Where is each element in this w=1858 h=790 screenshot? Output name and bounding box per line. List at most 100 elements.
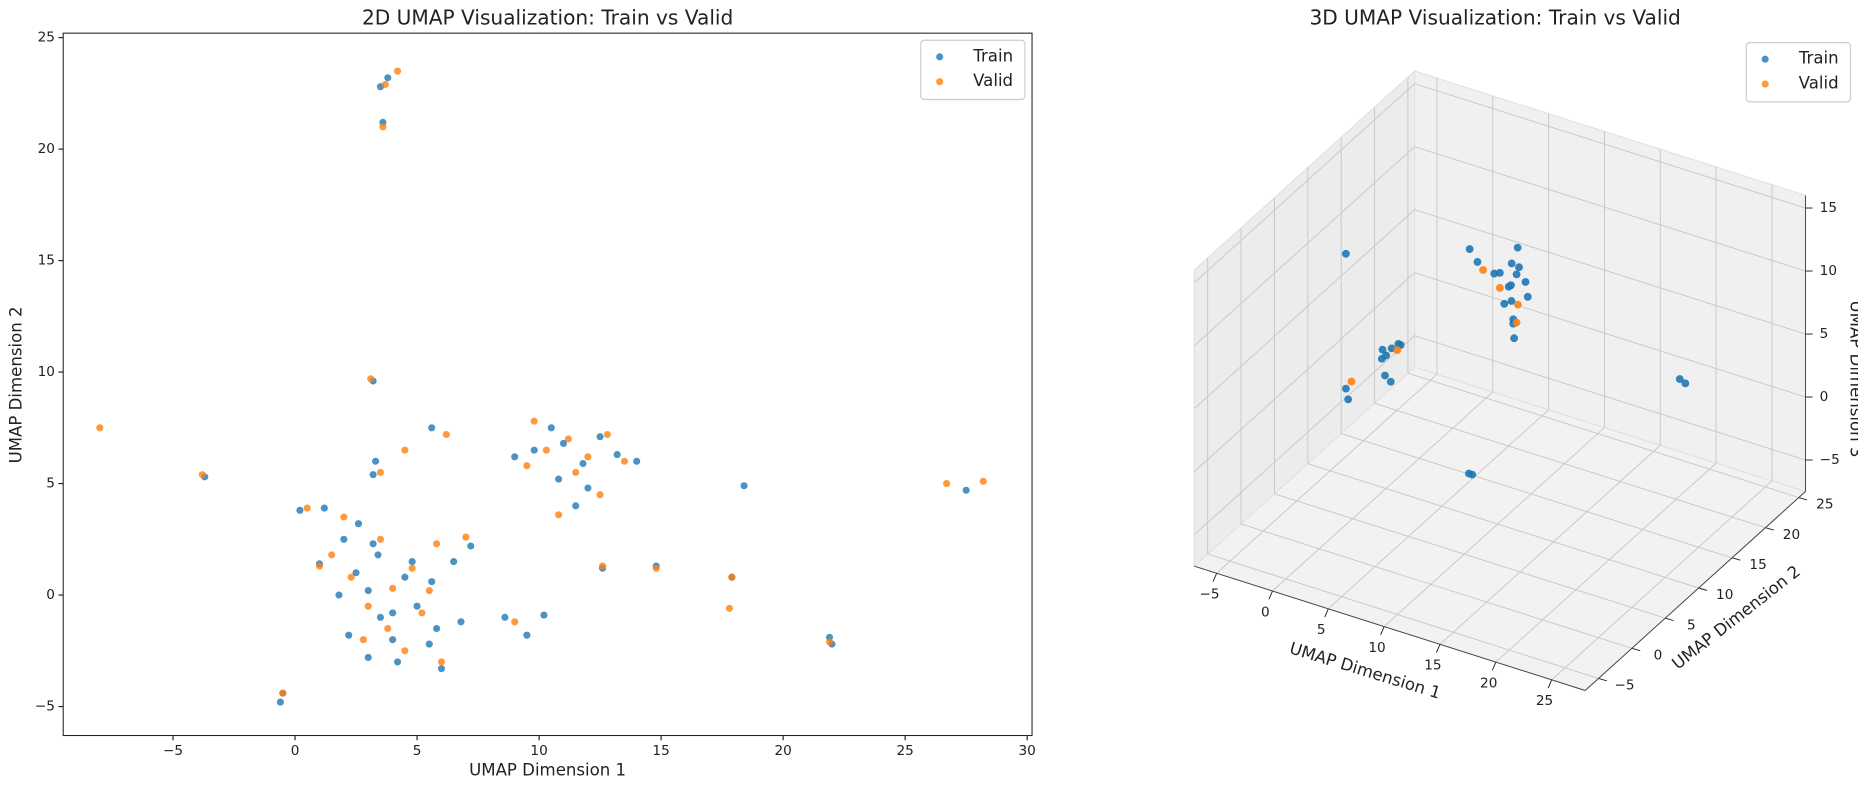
scatter-point <box>598 562 607 570</box>
plot-area <box>62 32 1033 737</box>
x-tick-label: 25 <box>1536 693 1553 709</box>
scatter-point <box>393 67 402 75</box>
chart-title-3d: 3D UMAP Visualization: Train vs Valid <box>1309 5 1680 29</box>
x-tick-label: 30 <box>1018 743 1035 759</box>
scatter-point <box>428 424 436 432</box>
grid-line <box>1414 335 1806 461</box>
scatter-point <box>425 640 433 648</box>
y-tick-label: 25 <box>38 30 55 46</box>
scatter-point <box>384 74 392 82</box>
scatter-point <box>389 584 397 592</box>
grid-line <box>1193 146 1415 346</box>
scatter-point <box>1490 269 1499 278</box>
scatter-point <box>596 491 604 499</box>
scatter-point <box>1393 346 1402 355</box>
scatter-point <box>740 482 748 490</box>
y-tick-label: 10 <box>38 364 55 380</box>
scatter-point <box>584 484 592 492</box>
grid-line <box>1414 83 1806 209</box>
scatter-point <box>320 504 328 512</box>
grid-line <box>1193 335 1415 535</box>
grid-line <box>1341 433 1733 559</box>
scatter-point <box>408 564 416 572</box>
scatter-point <box>372 457 380 465</box>
scatter-point <box>579 459 587 468</box>
y-axis-line <box>1584 491 1806 691</box>
scatter-point <box>418 609 426 617</box>
scatter-point <box>555 475 563 483</box>
scatter-point <box>511 618 519 626</box>
scatter-point <box>1381 371 1389 380</box>
scatter-point <box>540 611 548 619</box>
scatter-point <box>328 551 336 559</box>
grid-line <box>1495 462 1717 663</box>
y-tick-label: 20 <box>38 141 55 157</box>
grid-line <box>1216 373 1438 574</box>
scatter-point <box>1342 249 1350 258</box>
x-tick <box>1380 626 1385 636</box>
scatter-point <box>296 506 304 514</box>
z-tick-label: −5 <box>1820 452 1840 468</box>
scatter-point <box>1675 375 1684 383</box>
y-tick-label: 5 <box>46 476 55 492</box>
scatter-point <box>315 562 323 570</box>
scatter-point <box>943 480 951 488</box>
legend-box <box>1745 42 1852 103</box>
x-tick <box>1324 608 1329 618</box>
scatter-point <box>96 424 104 432</box>
y-tick-label: 20 <box>1783 527 1800 543</box>
y-axis-label: UMAP Dimension 2 <box>7 306 26 463</box>
scatter-point <box>279 689 287 697</box>
scatter-point <box>1465 245 1474 253</box>
legend-label: Train <box>1798 49 1839 68</box>
scatter-point <box>633 457 641 465</box>
scatter-point <box>1512 270 1521 279</box>
scatter-point <box>354 520 363 528</box>
x-axis-label-3d: UMAP Dimension 1 <box>1287 639 1443 703</box>
grid-line <box>1274 493 1666 619</box>
grid-line <box>1193 83 1415 283</box>
scatter-point <box>374 551 382 559</box>
x-tick-label: 0 <box>291 743 300 759</box>
scatter-point <box>1479 266 1487 274</box>
x-tick <box>1212 573 1218 582</box>
scatter-point <box>1515 263 1523 272</box>
scatter-point <box>1504 282 1513 291</box>
scatter-point <box>340 513 348 521</box>
scatter-point <box>425 587 433 595</box>
scatter-point <box>603 430 611 439</box>
scatter-point <box>352 569 360 577</box>
scatter-point <box>457 618 465 626</box>
scatter-point <box>555 511 563 519</box>
z-tick-label: 10 <box>1820 263 1837 279</box>
scatter-point <box>542 446 550 454</box>
grid-line <box>1439 444 1661 645</box>
scatter-point <box>381 80 389 88</box>
scatter-point <box>1507 259 1516 268</box>
legend-label: Valid <box>973 71 1013 90</box>
grid-line <box>1414 272 1806 398</box>
scatter-point <box>359 636 367 644</box>
scatter-point <box>376 535 385 543</box>
scatter-point <box>379 123 387 131</box>
scatter-point <box>450 558 458 566</box>
scatter-point <box>347 573 355 581</box>
scatter-point <box>369 540 377 548</box>
scatter-point <box>389 609 397 617</box>
scatter-point <box>364 653 372 662</box>
scatter-point <box>825 638 834 646</box>
scatter-point <box>1681 379 1690 388</box>
z-tick-label: 0 <box>1820 389 1829 405</box>
scatter-point <box>613 451 621 459</box>
y-tick <box>1631 647 1641 652</box>
grid-line <box>1240 523 1633 649</box>
scatter-point <box>433 624 441 633</box>
y-tick-label: 15 <box>1749 557 1766 573</box>
legend-marker <box>1761 80 1769 88</box>
x-tick-label: 5 <box>1317 622 1326 638</box>
scatter-point <box>1514 300 1522 309</box>
y-tick-label: −5 <box>1615 678 1635 694</box>
x-axis-line <box>1194 565 1586 691</box>
x-tick-label: 20 <box>1480 675 1497 691</box>
